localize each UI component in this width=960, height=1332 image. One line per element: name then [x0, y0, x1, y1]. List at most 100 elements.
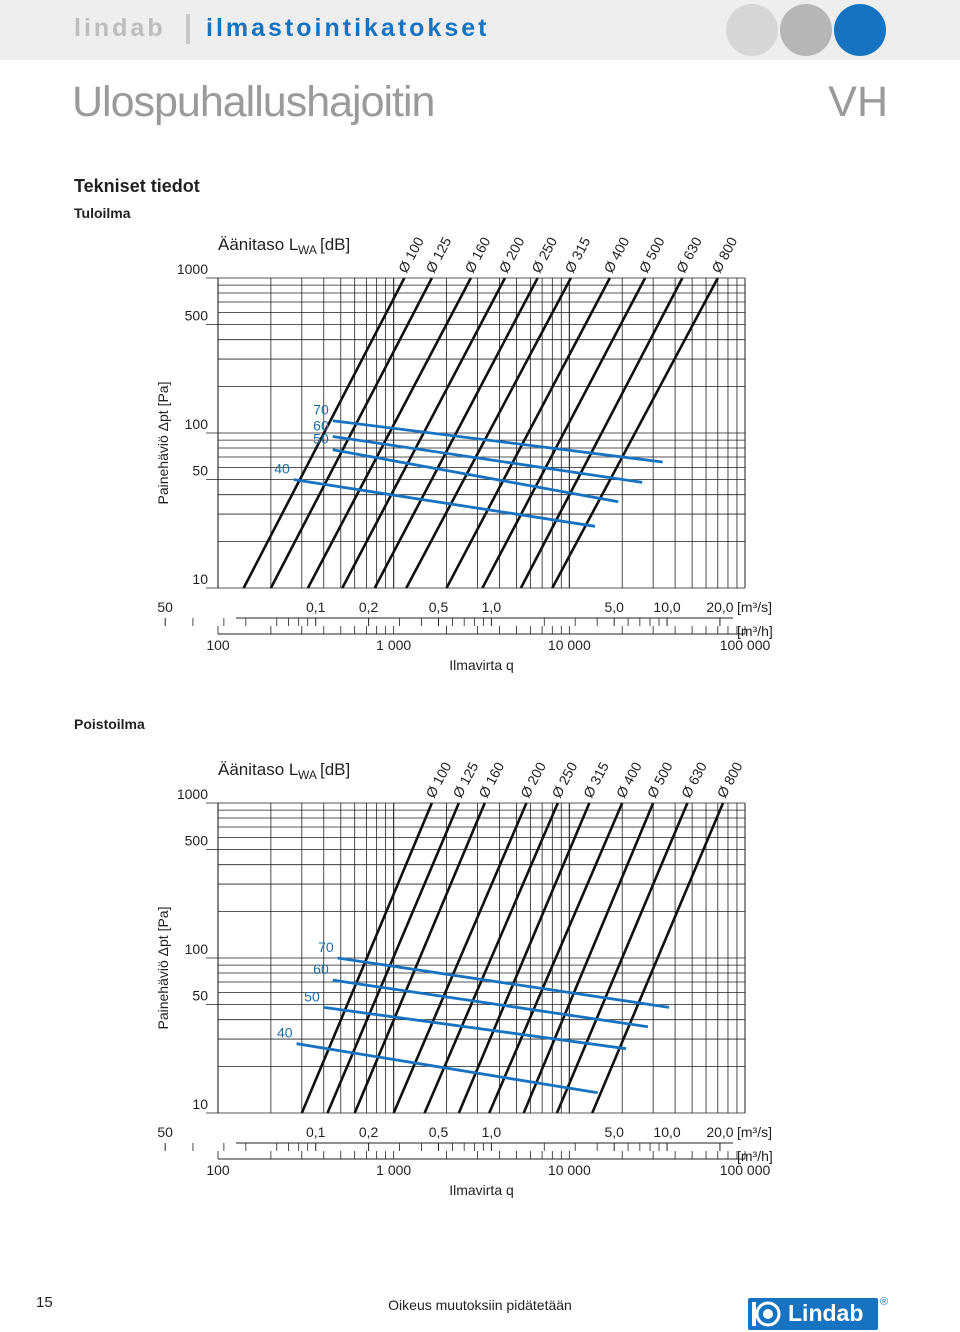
x-tick-label-m3h: 1 000 — [376, 1162, 411, 1178]
duct-line — [353, 802, 486, 1114]
duct-line — [405, 277, 572, 589]
chart-title-unit: [dB] — [320, 760, 350, 779]
lindab-logo: Lindab — [748, 1298, 878, 1330]
duct-line — [591, 802, 725, 1114]
x-tick-label-m3h: 100 — [206, 637, 230, 653]
y-tick-label: 500 — [185, 833, 209, 849]
sound-level-line — [332, 419, 663, 464]
unit-m3h: [m³/h] — [737, 1148, 773, 1164]
duct-line — [392, 802, 528, 1114]
x-tick-label-m3s: 50 — [157, 1124, 173, 1140]
footer-note: Oikeus muutoksiin pidätetään — [388, 1297, 572, 1313]
duct-label: Ø 160 — [461, 234, 493, 275]
sound-level-line — [337, 956, 670, 1009]
sound-level-label: 40 — [274, 461, 290, 477]
duct-line — [326, 802, 461, 1114]
duct-label: Ø 630 — [678, 759, 710, 800]
chart-supply-air: 1000 500 100 50 10 Painehäviö Δpt [Pa] Äänitas… — [155, 234, 773, 673]
duct-line — [551, 277, 719, 589]
y-tick-label: 50 — [192, 463, 208, 479]
sound-level-line — [332, 448, 619, 504]
x-tick-label-m3s: 10,0 — [653, 599, 680, 615]
y-tick-label: 100 — [185, 416, 209, 432]
x-tick-label-m3h: 100 000 — [720, 637, 771, 653]
x-axis-label: Ilmavirta q — [449, 1182, 514, 1198]
sound-level-label: 50 — [313, 431, 329, 447]
duct-label: Ø 315 — [561, 234, 593, 275]
chart-title: Äänitaso L — [218, 235, 298, 254]
chart-title-sub: WA — [298, 768, 317, 782]
duct-line — [519, 277, 684, 589]
duct-line — [457, 802, 591, 1114]
x-tick-label-m3h: 10 000 — [548, 637, 591, 653]
x-tick-label-m3s: 20,0 — [706, 599, 733, 615]
duct-line — [242, 277, 406, 589]
x-tick-label-m3s: 20,0 — [706, 1124, 733, 1140]
unit-m3h: [m³/h] — [737, 623, 773, 639]
chart-heading-exhaust: Poistoilma — [74, 716, 145, 732]
y-axis-label: Painehäviö Δpt [Pa] — [155, 907, 171, 1030]
page-title: Ulospuhallushajoitin — [72, 78, 435, 126]
x-tick-label-m3h: 1 000 — [376, 637, 411, 653]
x-tick-label-m3s: 0,1 — [306, 599, 326, 615]
chart-heading-supply: Tuloilma — [74, 205, 131, 221]
x-tick-label-m3h: 100 — [206, 1162, 230, 1178]
product-code: VH — [828, 78, 888, 126]
duct-line — [445, 277, 611, 589]
y-tick-label: 10 — [192, 571, 208, 587]
decor-dot-light — [726, 4, 778, 56]
sound-level-line — [296, 1042, 598, 1095]
sound-level-line — [293, 478, 596, 528]
duct-line — [269, 277, 434, 589]
sound-level-label: 40 — [277, 1025, 293, 1041]
duct-label: Ø 400 — [600, 234, 632, 275]
duct-label: Ø 800 — [714, 759, 746, 800]
x-tick-label-m3s: 50 — [157, 599, 173, 615]
y-tick-label: 50 — [192, 988, 208, 1004]
sound-level-line — [323, 1006, 627, 1051]
decor-dot-grey — [780, 4, 832, 56]
brand-separator — [186, 14, 190, 44]
duct-label: Ø 630 — [673, 234, 705, 275]
sound-level-label: 60 — [313, 961, 329, 977]
chart-title: Äänitaso L — [218, 760, 298, 779]
duct-label: Ø 500 — [644, 759, 676, 800]
sound-level-label: 70 — [318, 939, 334, 955]
duct-line — [373, 277, 539, 589]
unit-m3s: [m³/s] — [737, 599, 772, 615]
brand-name: lindab — [74, 14, 166, 42]
registered-mark: ® — [880, 1296, 889, 1308]
sound-level-line — [332, 978, 649, 1029]
duct-label: Ø 125 — [422, 234, 454, 275]
x-tick-label-m3s: 5,0 — [604, 1124, 624, 1140]
duct-line — [522, 802, 655, 1114]
duct-label: Ø 800 — [708, 234, 740, 275]
chart-title-unit: [dB] — [320, 235, 350, 254]
x-tick-label-m3s: 0,2 — [359, 1124, 379, 1140]
duct-label: Ø 100 — [422, 759, 454, 800]
duct-line — [423, 802, 560, 1114]
decor-dot-blue — [834, 4, 886, 56]
duct-line — [481, 277, 647, 589]
y-tick-label: 1000 — [177, 261, 208, 277]
chart-title-sub: WA — [298, 243, 317, 257]
page-number: 15 — [36, 1294, 53, 1311]
brand-subtitle: ilmastointikatokset — [206, 14, 490, 42]
y-tick-label: 10 — [192, 1096, 208, 1112]
sound-level-label: 60 — [313, 417, 329, 433]
duct-label: Ø 200 — [517, 759, 549, 800]
duct-label: Ø 250 — [528, 234, 560, 275]
y-tick-label: 1000 — [177, 786, 208, 802]
duct-label: Ø 315 — [580, 759, 612, 800]
header-bar: lindab ilmastointikatokset — [0, 0, 960, 60]
x-tick-label-m3h: 100 000 — [720, 1162, 771, 1178]
section-title: Tekniset tiedot — [74, 176, 200, 196]
x-tick-label-m3s: 0,2 — [359, 599, 379, 615]
chart-exhaust-air: 1000 500 100 50 10 Painehäviö Δpt [Pa] Äänitas… — [155, 759, 773, 1198]
unit-m3s: [m³/s] — [737, 1124, 772, 1140]
y-tick-label: 500 — [185, 308, 209, 324]
x-tick-label-m3s: 0,5 — [429, 599, 449, 615]
duct-line — [488, 802, 624, 1114]
duct-label: Ø 200 — [495, 234, 527, 275]
y-axis-label: Painehäviö Δpt [Pa] — [155, 382, 171, 505]
